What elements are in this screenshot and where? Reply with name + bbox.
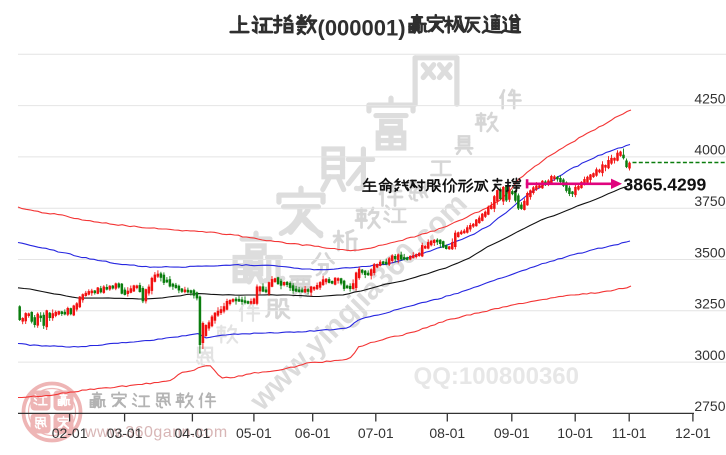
svg-text:03-01: 03-01 [107, 425, 143, 441]
svg-text:09-01: 09-01 [494, 425, 530, 441]
svg-text:3500: 3500 [694, 244, 725, 260]
svg-text:12-01: 12-01 [675, 425, 711, 441]
svg-text:06-01: 06-01 [295, 425, 331, 441]
svg-text:07-01: 07-01 [358, 425, 394, 441]
svg-text:4000: 4000 [694, 142, 725, 158]
svg-text:3000: 3000 [694, 347, 725, 363]
svg-text:3750: 3750 [694, 193, 725, 209]
svg-text:QQ:100800360: QQ:100800360 [414, 363, 579, 390]
svg-text:02-01: 02-01 [52, 425, 88, 441]
svg-text:(000001): (000001) [318, 16, 406, 41]
svg-text:11-01: 11-01 [612, 425, 647, 441]
svg-text:08-01: 08-01 [429, 425, 465, 441]
svg-text:05-01: 05-01 [236, 425, 272, 441]
svg-text:10-01: 10-01 [557, 425, 593, 441]
svg-text:4250: 4250 [694, 90, 725, 106]
svg-text:3250: 3250 [694, 296, 725, 312]
svg-text:2750: 2750 [694, 398, 725, 414]
svg-text:04-01: 04-01 [174, 425, 210, 441]
svg-text:www.360gann.com: www.360gann.com [84, 424, 228, 441]
svg-text:3865.4299: 3865.4299 [624, 175, 707, 195]
